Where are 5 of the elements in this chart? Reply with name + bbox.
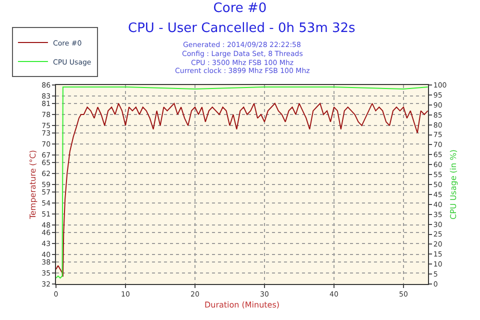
y-axis-title: Temperature (°C): [28, 150, 38, 220]
chart-title: Core #0: [213, 1, 267, 16]
chart-subtitle: CPU - User Cancelled - 0h 53m 32s: [128, 21, 356, 36]
x-axis-title: Duration (Minutes): [204, 300, 280, 310]
y2-axis-title: CPU Usage (in %): [448, 150, 458, 220]
